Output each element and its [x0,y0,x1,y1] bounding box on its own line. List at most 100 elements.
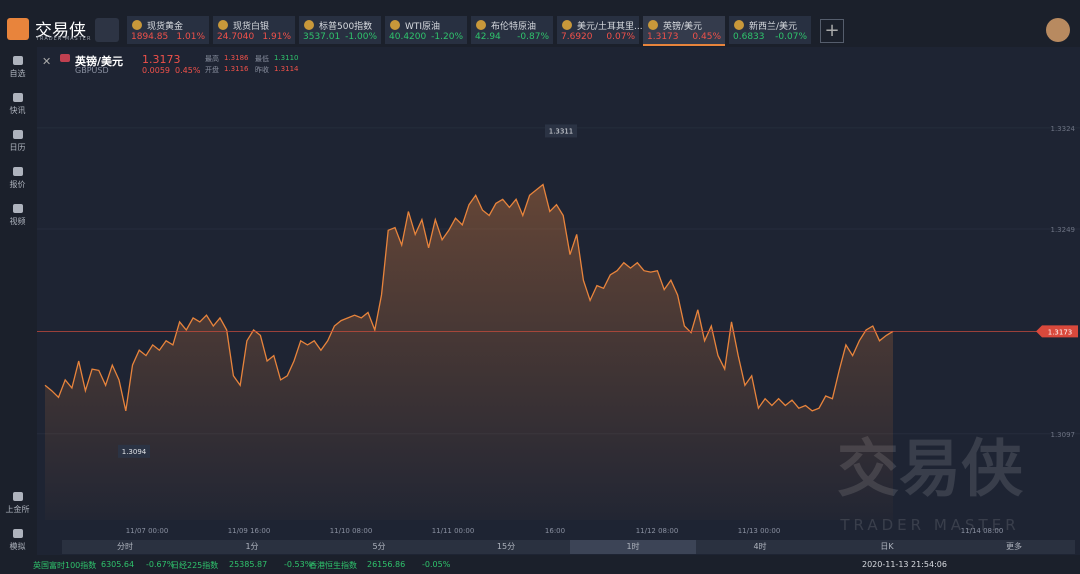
datetime: 2020-11-13 21:54:06 [862,560,947,569]
avatar[interactable] [1046,18,1070,42]
quote-change-pct: 0.45% [175,66,201,75]
sidebar-item[interactable]: 日历 [0,130,35,153]
sidebar-label: 日历 [9,143,26,152]
sidebar-icon [12,93,23,102]
stat-label: 开盘 [205,66,219,74]
ticker-name: 美元/土耳其里... [577,22,643,32]
price-line [44,183,894,412]
stat-label: 昨收 [255,66,269,74]
sidebar-icon [12,529,23,538]
sidebar-label: 上金所 [5,505,30,514]
ticker-icon [218,20,228,30]
ticker[interactable]: 布伦特原油 42.94 -0.87% [471,16,553,44]
sidebar-label: 视频 [9,217,26,226]
timeframe[interactable]: 5分 [372,542,386,551]
high-label: 1.3311 [549,127,574,135]
ticker-change: -1.20% [431,32,463,42]
sidebar-item[interactable]: 快讯 [0,93,35,116]
ticker[interactable]: 新西兰/美元 0.6833 -0.07% [729,16,811,44]
x-tick-label: 11/09 16:00 [228,527,271,535]
sidebar-item[interactable]: 报价 [0,167,35,190]
ticker-change: 1.01% [176,32,205,42]
ticker-name: 布伦特原油 [491,22,537,32]
ticker-name: 英镑/美元 [663,22,703,32]
ticker-icon [562,20,572,30]
quote-change: 0.0059 [142,66,170,75]
sidebar-item[interactable]: 自选 [0,56,35,79]
timeframe[interactable]: 4时 [753,542,767,551]
stat-value: 1.3116 [224,65,249,73]
index-name: 香港恒生指数 [309,561,357,570]
x-tick-label: 11/11 00:00 [432,527,475,535]
timeframe[interactable]: 1分 [245,542,259,551]
flag-icon [60,54,70,62]
timeframe[interactable]: 15分 [496,542,516,551]
index-change: -0.05% [422,560,451,569]
add-button[interactable]: + [820,19,844,43]
ticker-change: -1.00% [345,32,377,42]
ticker-name: 现货白银 [233,22,270,32]
y-tick-label: 1.3097 [1051,431,1076,439]
logo: 交易侠 [35,21,86,41]
sidebar-icon [12,56,23,65]
index-change: -0.53% [284,560,313,569]
high-callout [545,124,577,138]
sidebar-item[interactable]: 上金所 [0,492,35,515]
quote-price: 1.3173 [142,53,181,66]
low-label: 1.3094 [122,448,147,456]
ticker-price: 40.4200 [389,32,427,42]
ticker-price: 1.3173 [647,32,679,42]
timeframe-active [570,540,696,554]
sidebar-item[interactable]: 模拟 [0,529,35,552]
sidebar-item[interactable]: 视频 [0,204,35,227]
logo-sub: TRADER MASTER [36,36,92,42]
price-area [45,184,893,520]
ticker[interactable]: 现货黄金 1894.85 1.01% [127,16,209,44]
ticker-icon [390,20,400,30]
close-button[interactable]: ✕ [42,55,52,68]
index-change: -0.67% [146,560,175,569]
watermark-sub: TRADER MASTER [839,516,1019,534]
sidebar-label: 快讯 [9,106,26,115]
ticker-price: 7.6920 [561,32,593,42]
x-tick-label: 11/10 08:00 [330,527,373,535]
ticker-change: 0.07% [606,32,635,42]
quote-symbol: GBPUSD [75,66,109,75]
ticker-price: 3537.01 [303,32,341,42]
ticker-icon [304,20,314,30]
ticker-change: -0.87% [517,32,549,42]
ticker-price: 42.94 [475,32,501,42]
footer: 英国富时100指数 6305.64 -0.67% 日经225指数 25385.87 -0.… [0,556,1080,574]
timeframe[interactable]: 1时 [626,542,640,551]
timeframe[interactable]: 分时 [117,542,133,551]
ticker[interactable]: 英镑/美元 1.3173 0.45% [643,16,725,46]
index-price: 26156.86 [367,560,406,569]
ticker-price: 1894.85 [131,32,169,42]
ticker-price: 24.7040 [217,32,255,42]
timeframe[interactable]: 更多 [1006,542,1022,551]
ticker[interactable]: 现货白银 24.7040 1.91% [213,16,295,44]
y-tick-label: 1.3324 [1051,125,1076,133]
current-price-label: 1.3173 [1048,328,1073,336]
timeframe[interactable]: 日K [880,542,894,551]
ticker-change: -0.07% [775,32,807,42]
quote-name: 英镑/美元 [75,55,124,68]
grid-button[interactable] [95,18,119,42]
ticker-name: 新西兰/美元 [749,22,798,32]
sidebar-label: 模拟 [9,542,26,551]
x-tick-label: 11/12 08:00 [636,527,679,535]
ticker-icon [734,20,744,30]
stat-value: 1.3110 [274,54,299,62]
ticker-icon [476,20,486,30]
ticker[interactable]: 美元/土耳其里... 7.6920 0.07% [557,16,643,44]
sidebar-icon [12,130,23,139]
index-name: 日经225指数 [171,561,219,570]
sidebar-label: 报价 [9,180,26,189]
ticker-name: WTI原油 [405,22,441,32]
current-price-tag [1036,325,1078,338]
ticker[interactable]: WTI原油 40.4200 -1.20% [385,16,467,44]
ticker[interactable]: 标普500指数 3537.01 -1.00% [299,16,381,44]
low-callout [118,444,150,458]
